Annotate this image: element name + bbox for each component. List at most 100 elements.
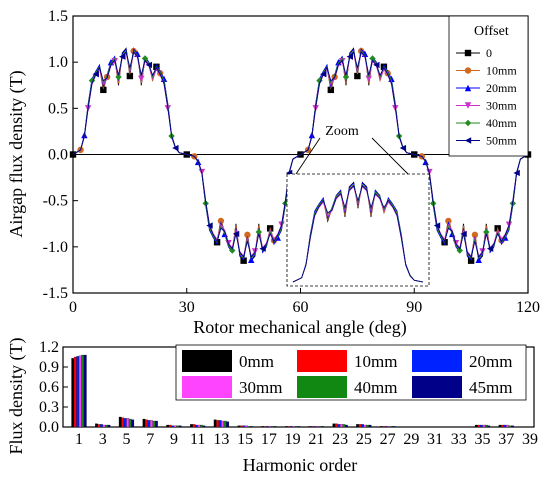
series-point-20mm xyxy=(475,256,482,263)
bar-45mm xyxy=(155,420,158,428)
bar-10mm xyxy=(121,417,125,428)
bar-20mm xyxy=(313,426,317,428)
legend-marker-10mm xyxy=(464,67,472,74)
harmonic-tick-label: 25 xyxy=(356,431,372,448)
bar-45mm xyxy=(487,425,491,428)
series-point-40mm xyxy=(483,228,490,236)
legend-marker-20mm xyxy=(464,84,472,92)
bar-10mm xyxy=(240,425,243,428)
bar-40mm xyxy=(81,354,85,428)
bar-0mm xyxy=(95,423,98,428)
bottom-legend: 0mm 10mm 20mm 30mm 40mm 45mm xyxy=(175,344,527,401)
bar-40mm xyxy=(295,426,298,428)
legend-swatch-30mm xyxy=(182,376,232,398)
bar-45mm xyxy=(297,426,301,428)
series-point-10mm xyxy=(471,231,479,239)
zoom-label: Zoom xyxy=(325,124,359,139)
bar-0mm xyxy=(71,358,75,428)
series-point-50mm xyxy=(232,230,240,238)
bar-20mm xyxy=(337,424,341,428)
bar-45mm xyxy=(83,354,87,428)
bar-10mm xyxy=(477,424,481,428)
bar-20mm xyxy=(384,426,388,428)
harmonic-tick-label: 3 xyxy=(99,431,107,448)
bar-0mm xyxy=(166,424,170,428)
series-point-10mm xyxy=(217,217,225,225)
bar-45mm xyxy=(368,424,372,428)
top-x-tick-label: 0 xyxy=(69,299,77,316)
bar-40mm xyxy=(247,426,251,428)
top-x-tick-label: 120 xyxy=(516,299,540,316)
series-point-50mm xyxy=(346,53,353,60)
bar-40mm xyxy=(366,424,369,428)
bar-40mm xyxy=(105,424,108,428)
zoom-inset: Zoom xyxy=(286,124,430,287)
bar-30mm xyxy=(387,426,391,428)
series-point-0 xyxy=(100,86,107,94)
bar-20mm xyxy=(100,424,103,428)
series-point-30mm xyxy=(365,75,372,82)
legend-marker-50mm xyxy=(464,137,472,144)
series-point-40mm xyxy=(115,73,122,81)
bottom-legend-label: 20mm xyxy=(469,352,512,371)
top-ticks-group: 0 30 60 90 120 -1.5 -1.0 -0.5 0.0 0.5 1.0 1.5 xyxy=(43,8,540,316)
zoom-inset-traces xyxy=(292,181,424,283)
bar-30mm xyxy=(245,425,248,428)
harmonic-tick-label: 15 xyxy=(237,431,253,448)
top-legend-box xyxy=(448,15,529,157)
bar-45mm xyxy=(392,426,396,428)
top-y-tick-label: 1.0 xyxy=(48,54,68,71)
bottom-legend-label: 30mm xyxy=(239,378,282,397)
legend-label: 50mm xyxy=(486,134,517,148)
bar-40mm xyxy=(200,424,203,428)
bar-0mm xyxy=(118,416,122,428)
bottom-chart: 1 3 5 7 9 11 13 15 17 19 21 23 25 27 29 31 33 35 37 390.00.… xyxy=(6,338,538,476)
bar-10mm xyxy=(97,424,101,428)
bar-45mm xyxy=(273,426,277,428)
legend-swatch-0mm xyxy=(182,350,232,372)
zoom-line-50mm xyxy=(292,185,424,283)
bar-10mm xyxy=(216,420,220,428)
legend-marker-40mm xyxy=(464,119,472,127)
series-point-50mm xyxy=(513,169,520,177)
series-point-10mm xyxy=(244,231,251,239)
bottom-ticks-group: 1 3 5 7 9 11 13 15 17 19 21 23 25 27 29 31 33 35 37 390.00.… xyxy=(39,339,538,448)
legend-marker-0 xyxy=(464,49,472,57)
bar-20mm xyxy=(218,420,222,428)
bar-0mm xyxy=(142,418,146,428)
bottom-y-tick-label: 1.2 xyxy=(39,339,59,356)
bar-10mm xyxy=(501,424,504,428)
series-point-50mm xyxy=(460,230,467,238)
bottom-legend-label: 40mm xyxy=(354,378,397,397)
bar-40mm xyxy=(128,418,132,428)
series-point-30mm xyxy=(138,75,145,82)
bar-10mm xyxy=(287,426,291,428)
series-point-10mm xyxy=(445,217,452,225)
bottom-y-tick-label: 0.0 xyxy=(39,419,59,436)
top-series-group xyxy=(69,47,532,264)
bar-45mm xyxy=(131,419,135,428)
bar-0mm xyxy=(285,426,288,428)
series-point-50mm xyxy=(206,222,213,229)
legend-title: Offset xyxy=(474,24,509,39)
top-x-tick-label: 90 xyxy=(406,299,422,316)
legend-label: 20mm xyxy=(486,81,517,95)
bottom-legend-label: 10mm xyxy=(354,352,397,371)
bar-0mm xyxy=(213,419,217,428)
harmonic-tick-label: 1 xyxy=(75,431,83,448)
zoom-arrow-right xyxy=(371,137,409,175)
bottom-y-tick-label: 0.6 xyxy=(39,379,59,396)
series-point-50mm xyxy=(119,53,126,60)
zoom-inset-frame xyxy=(286,173,430,287)
harmonic-tick-label: 31 xyxy=(427,431,443,448)
series-point-50mm xyxy=(145,61,153,69)
bottom-legend-box xyxy=(175,344,527,401)
legend-marker-30mm xyxy=(464,102,472,109)
top-y-tick-label: -0.5 xyxy=(43,193,68,210)
bar-10mm xyxy=(145,419,148,428)
zoom-line-40mm xyxy=(292,184,424,283)
series-point-50mm xyxy=(172,144,179,152)
bar-0mm xyxy=(190,424,193,428)
bar-20mm xyxy=(76,356,80,428)
